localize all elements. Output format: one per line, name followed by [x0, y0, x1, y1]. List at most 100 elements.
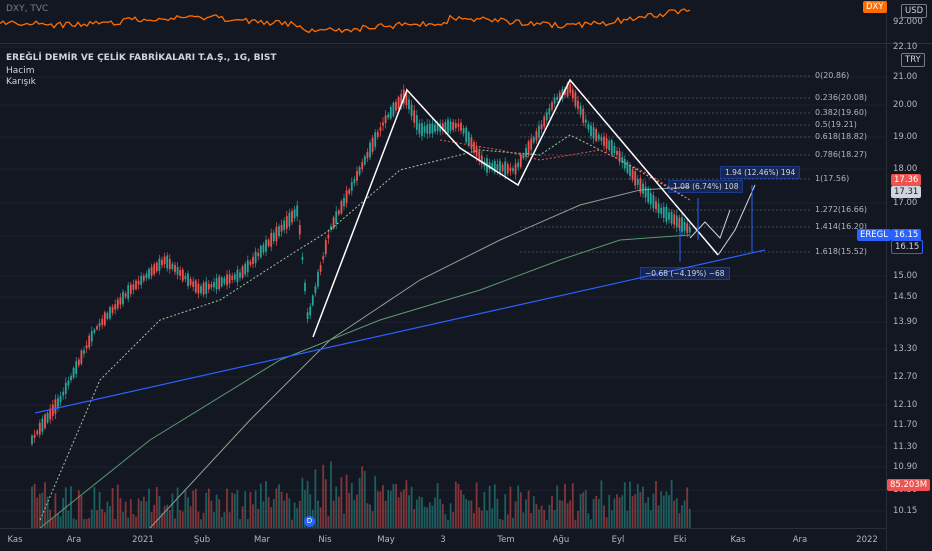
- main-chart-pane[interactable]: EREĞLİ DEMİR VE ÇELİK FABRİKALARI T.A.Ş.…: [0, 44, 932, 528]
- candle-body: [291, 210, 293, 223]
- candle-body: [348, 189, 351, 194]
- candle-body: [668, 212, 670, 220]
- candle-body: [527, 141, 530, 155]
- volume-bar: [135, 516, 137, 528]
- candle-body: [618, 151, 621, 162]
- candle-body: [569, 83, 572, 93]
- candle-body: [688, 227, 691, 233]
- volume-bar: [465, 499, 468, 528]
- measure-box-1[interactable]: 1.94 (12.46%) 194: [720, 166, 801, 179]
- volume-bar: [202, 512, 205, 528]
- time-axis[interactable]: Kas Ara 2021 Şub Mar Nis May 3 Tem Ağu Eyl Eki Kas Ar…: [0, 528, 886, 551]
- volume-bar: [431, 505, 434, 528]
- volume-bar: [400, 491, 403, 528]
- volume-bar: [174, 518, 176, 528]
- volume-bar: [408, 495, 410, 528]
- volume-bar: [189, 506, 192, 528]
- candle-body: [114, 304, 117, 310]
- candle-body: [194, 280, 197, 293]
- volume-bar: [527, 490, 530, 528]
- volume-bar: [486, 510, 488, 528]
- price-label: 18.00: [893, 164, 918, 174]
- candle-body: [558, 92, 561, 100]
- volume-bar: [314, 469, 317, 528]
- dxy-line: [0, 8, 691, 34]
- candle-body: [207, 283, 210, 290]
- candle-body: [480, 155, 483, 165]
- candle-body: [454, 123, 457, 128]
- volume-bar: [556, 485, 559, 528]
- candle-body: [657, 203, 660, 214]
- candle-body: [673, 214, 676, 225]
- volume-bar: [538, 509, 540, 528]
- candle-body: [389, 106, 392, 119]
- candle-body: [649, 192, 652, 205]
- candle-body: [337, 210, 340, 215]
- candle-body: [410, 104, 413, 117]
- candle-body: [270, 232, 273, 247]
- candle-body: [447, 119, 449, 134]
- volume-bar: [176, 487, 179, 528]
- candle-body: [148, 268, 150, 279]
- volume-bar: [535, 503, 538, 528]
- volume-bar: [36, 497, 39, 528]
- volume-bar: [41, 492, 44, 528]
- price-axis[interactable]: 92.000 DXY USD TRY 22.10 21.00 20.00 19.00 1…: [857, 0, 932, 550]
- volume-bar: [670, 480, 673, 528]
- candle-body: [634, 171, 637, 186]
- candle-body: [322, 256, 325, 260]
- volume-bar: [361, 466, 364, 528]
- volume-bar: [101, 509, 104, 528]
- measure-box-2[interactable]: 1.08 (6.74%) 108: [668, 180, 744, 193]
- candle-body: [467, 132, 470, 146]
- candle-body: [75, 361, 78, 375]
- volume-bar: [675, 498, 678, 528]
- candle-body: [176, 267, 179, 275]
- candle-body: [265, 239, 267, 252]
- time-label: Kas: [730, 535, 746, 545]
- time-label: Ara: [66, 535, 82, 545]
- candle-body: [272, 232, 275, 242]
- legend-volume[interactable]: Hacim: [6, 66, 35, 76]
- volume-bar: [371, 511, 374, 528]
- candle-body: [239, 272, 241, 278]
- volume-bar: [504, 493, 507, 528]
- volume-bar: [441, 504, 444, 528]
- candle-body: [83, 350, 85, 354]
- candle-body: [343, 197, 345, 207]
- volume-bar: [187, 497, 189, 528]
- candle-body: [33, 434, 36, 438]
- candle-body: [600, 137, 603, 141]
- volume-bar: [283, 500, 286, 528]
- candle-body: [584, 119, 587, 123]
- volume-bar: [306, 480, 309, 528]
- candle-body: [142, 275, 145, 281]
- volume-bar: [668, 495, 670, 528]
- dividend-marker[interactable]: D: [304, 516, 315, 527]
- main-chart-canvas: [0, 46, 886, 528]
- volume-bar: [288, 498, 291, 528]
- measure-box-3[interactable]: −0.68 (−4.19%) −68: [640, 267, 730, 280]
- price-tag-4: 16.15: [891, 240, 924, 254]
- volume-bar: [439, 499, 442, 528]
- candle-body: [158, 258, 161, 272]
- trend-line: [34, 249, 766, 414]
- candle-body: [103, 312, 106, 326]
- volume-bar: [678, 513, 681, 528]
- volume-bar: [270, 507, 273, 528]
- volume-bar: [356, 494, 358, 528]
- candle-body: [296, 205, 299, 217]
- volume-bar: [530, 513, 533, 528]
- volume-bar: [584, 490, 587, 528]
- dxy-pane[interactable]: DXY, TVC: [0, 0, 932, 44]
- candle-body: [54, 399, 57, 414]
- volume-bar: [335, 486, 338, 528]
- candle-body: [548, 108, 551, 115]
- candle-body: [356, 171, 358, 181]
- volume-bar: [454, 481, 457, 528]
- legend-mixed[interactable]: Karışık: [6, 77, 36, 87]
- candle-body: [51, 404, 54, 416]
- volume-bar: [85, 519, 88, 528]
- volume-bar: [545, 519, 548, 528]
- candle-body: [197, 283, 200, 294]
